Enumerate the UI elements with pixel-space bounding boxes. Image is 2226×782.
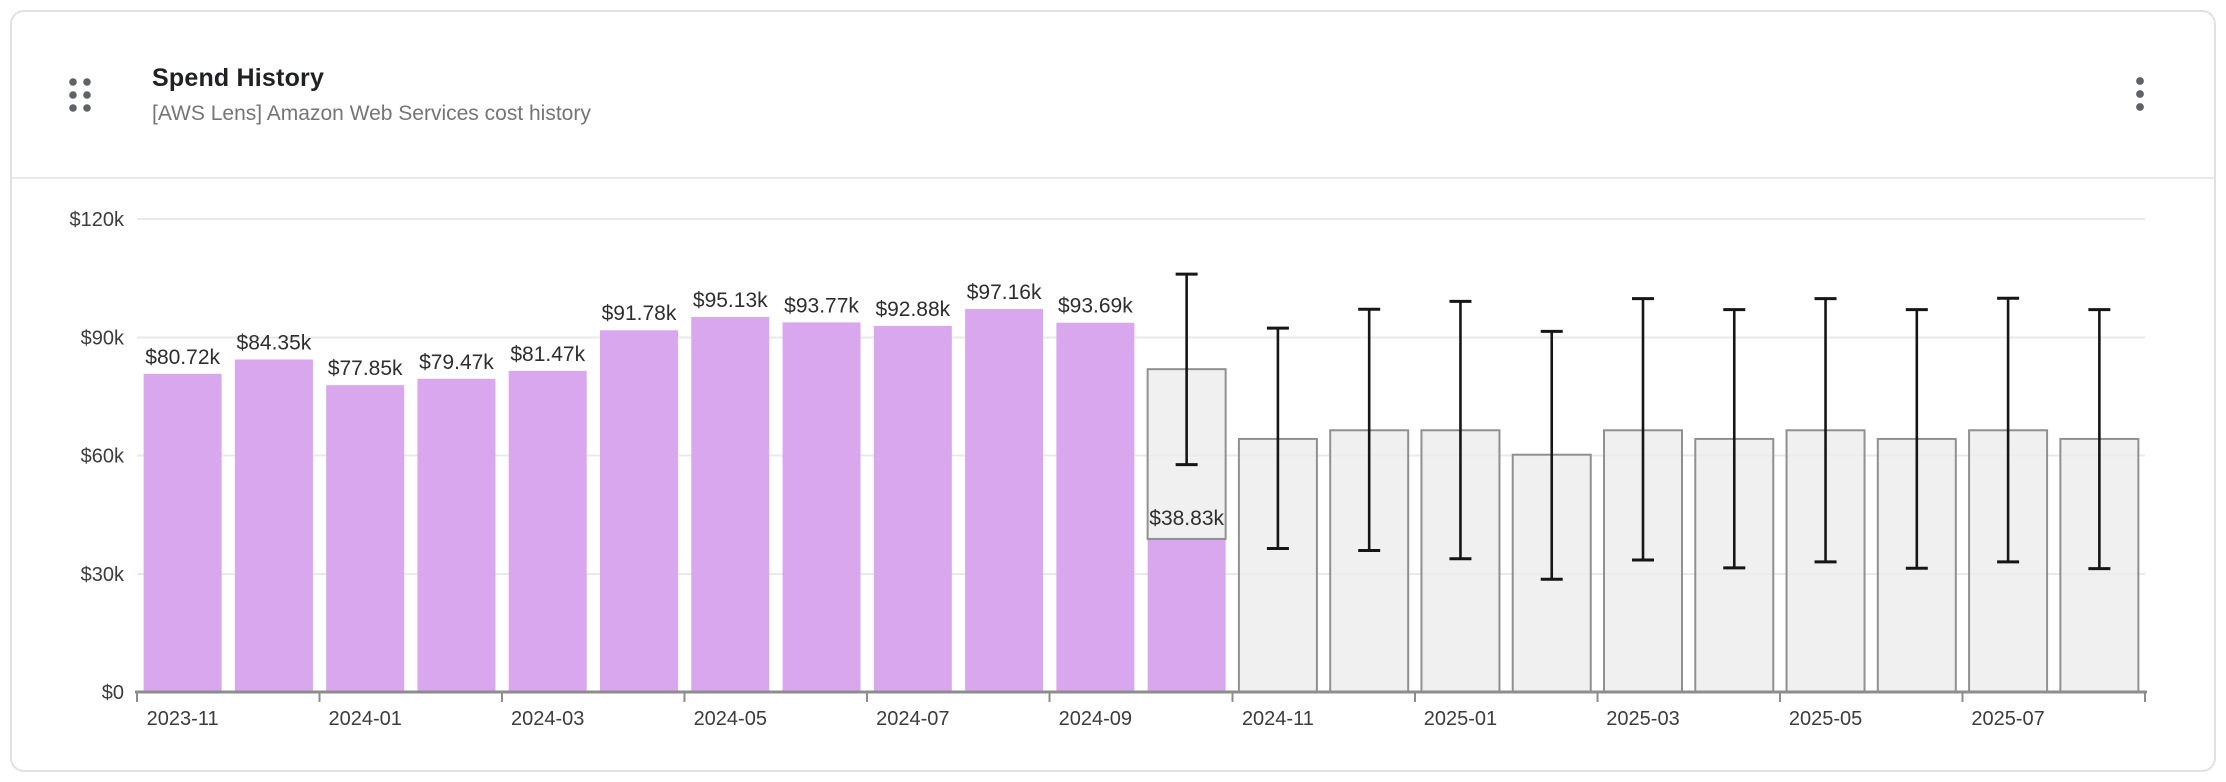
bar-value-label-2024-09: $93.69k (1058, 295, 1133, 318)
actual-bar-2024-07[interactable] (873, 325, 952, 692)
actual-bar-2023-11[interactable] (143, 373, 222, 692)
actual-bar-2024-04[interactable] (600, 330, 678, 692)
bar-value-label-2024-07: $92.88k (875, 298, 950, 321)
y-axis-label-$30k: $30k (81, 564, 125, 586)
x-axis-label-2025-03: 2025-03 (1606, 708, 1679, 730)
x-axis-label-2024-03: 2024-03 (511, 708, 584, 730)
y-axis-label-$90k: $90k (81, 327, 125, 349)
actual-bar-2024-08[interactable] (965, 309, 1044, 692)
card-header: Spend History [AWS Lens] Amazon Web Serv… (12, 12, 2214, 179)
card-subtitle: [AWS Lens] Amazon Web Services cost hist… (152, 101, 591, 125)
actual-bar-2024-03[interactable] (508, 370, 587, 692)
x-axis-label-2024-09: 2024-09 (1059, 708, 1132, 730)
x-axis-label-2024-05: 2024-05 (694, 708, 767, 730)
x-axis-label-2025-07: 2025-07 (1971, 708, 2044, 730)
bar-value-label-2024-05: $95.13k (693, 289, 768, 312)
bar-value-label-2023-12: $84.35k (237, 332, 312, 355)
x-axis-label-2024-01: 2024-01 (328, 708, 401, 730)
card-title: Spend History (152, 63, 325, 92)
x-axis-label-2024-07: 2024-07 (876, 708, 949, 730)
actual-bar-2024-01[interactable] (326, 385, 405, 692)
bar-value-label-2024-04: $91.78k (602, 302, 677, 325)
actual-bar-2024-10[interactable] (1147, 538, 1226, 692)
x-axis-label-2023-11: 2023-11 (147, 708, 219, 730)
bar-value-label-2024-06: $93.77k (784, 294, 859, 317)
card-titles: Spend History [AWS Lens] Amazon Web Serv… (152, 64, 2128, 126)
drag-handle-icon[interactable] (68, 76, 92, 114)
bar-value-label-2024-03: $81.47k (510, 343, 585, 366)
x-axis-label-2025-05: 2025-05 (1789, 708, 1862, 730)
chart-area: $80.72k $84.35k $77.85k $79.47k $81.47k $91.7… (12, 179, 2214, 770)
y-axis-label-$60k: $60k (81, 446, 125, 468)
actual-bar-2024-02[interactable] (417, 378, 496, 692)
x-axis-label-2024-11: 2024-11 (1242, 708, 1314, 730)
actual-bar-2024-06[interactable] (782, 322, 861, 692)
y-axis-label-$0: $0 (102, 682, 124, 704)
kebab-menu-button[interactable] (2128, 68, 2152, 122)
actual-bar-2024-09[interactable] (1056, 322, 1135, 692)
actual-bar-2023-12[interactable] (234, 359, 313, 692)
bar-value-label-2024-02: $79.47k (419, 351, 494, 374)
bar-value-label-2024-01: $77.85k (328, 357, 403, 380)
bar-value-label-2024-08: $97.16k (967, 281, 1042, 304)
x-axis-label-2025-01: 2025-01 (1424, 708, 1497, 730)
bar-value-label-2024-10: $38.83k (1149, 507, 1224, 530)
y-axis-label-$120k: $120k (70, 209, 125, 231)
actual-bar-2024-05[interactable] (691, 317, 770, 692)
spend-history-chart: $80.72k $84.35k $77.85k $79.47k $81.47k $91.7… (70, 209, 2147, 730)
spend-history-card: Spend History [AWS Lens] Amazon Web Serv… (10, 10, 2216, 772)
bar-value-label-2023-11: $80.72k (145, 346, 220, 369)
